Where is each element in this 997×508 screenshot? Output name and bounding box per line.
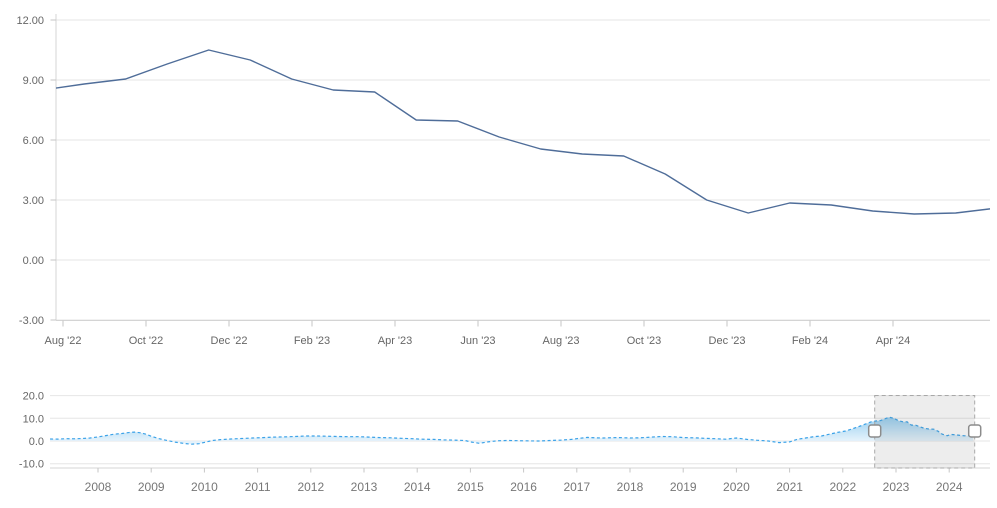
navigator-year-label: 2024 (936, 480, 963, 494)
main-x-tick-label: Apr '24 (876, 335, 911, 347)
main-x-tick-label: Jun '23 (460, 335, 495, 347)
navigator-y-tick-label: 20.0 (23, 391, 44, 403)
navigator-handle-left[interactable] (867, 424, 882, 438)
navigator-track[interactable] (50, 396, 990, 469)
main-x-tick-label: Dec '22 (211, 335, 248, 347)
main-plot-area[interactable] (56, 14, 990, 321)
main-x-tick-label: Oct '23 (627, 335, 662, 347)
navigator-year-label: 2020 (723, 480, 750, 494)
main-series-line (56, 49, 990, 215)
navigator-year-label: 2019 (670, 480, 697, 494)
main-y-ticks: 12.00 9.00 6.00 3.00 0.00 -3.00 (16, 15, 56, 327)
navigator-year-label: 2013 (351, 480, 378, 494)
main-x-tick-label: Feb '23 (294, 335, 330, 347)
navigator-year-label: 2009 (138, 480, 165, 494)
navigator-year-label: 2012 (297, 480, 324, 494)
navigator-year-label: 2010 (191, 480, 218, 494)
navigator-year-label: 2017 (563, 480, 590, 494)
main-x-tick-label: Oct '22 (129, 335, 164, 347)
navigator-year-label: 2018 (617, 480, 644, 494)
navigator-year-label: 2016 (510, 480, 537, 494)
main-y-tick-label: 3.00 (23, 195, 44, 207)
main-x-tick-label: Aug '22 (45, 335, 82, 347)
navigator-year-label: 2015 (457, 480, 484, 494)
main-y-tick-label: 9.00 (23, 75, 44, 87)
navigator-year-label: 2011 (245, 480, 271, 494)
navigator-y-tick-label: -10.0 (19, 459, 44, 471)
navigator-year-label: 2022 (829, 480, 856, 494)
main-y-tick-label: -3.00 (19, 315, 44, 327)
navigator-selected-range[interactable] (874, 395, 976, 469)
navigator-year-label: 2008 (85, 480, 112, 494)
main-x-tick-label: Aug '23 (543, 335, 580, 347)
navigator-y-tick-label: 10.0 (23, 413, 44, 425)
navigator-y-tick-label: 0.0 (29, 436, 44, 448)
main-y-tick-label: 6.00 (23, 135, 44, 147)
main-x-tick-label: Apr '23 (378, 335, 413, 347)
main-y-tick-label: 0.00 (23, 255, 44, 267)
navigator-series-line (50, 416, 974, 445)
navigator-year-label: 2014 (404, 480, 431, 494)
navigator-year-label: 2023 (883, 480, 910, 494)
main-y-tick-label: 12.00 (16, 15, 44, 27)
navigator-handle-right[interactable] (967, 424, 982, 438)
main-x-ticks: Aug '22 Oct '22 Dec '22 Feb '23 Apr '23 Jun '… (45, 320, 911, 347)
main-x-tick-label: Feb '24 (792, 335, 828, 347)
main-x-tick-label: Dec '23 (709, 335, 746, 347)
navigator-year-label: 2021 (776, 480, 803, 494)
navigator: 20.0 10.0 0.0 -10.0 2008 2009 2010 2011 2012 2013… (19, 391, 990, 494)
